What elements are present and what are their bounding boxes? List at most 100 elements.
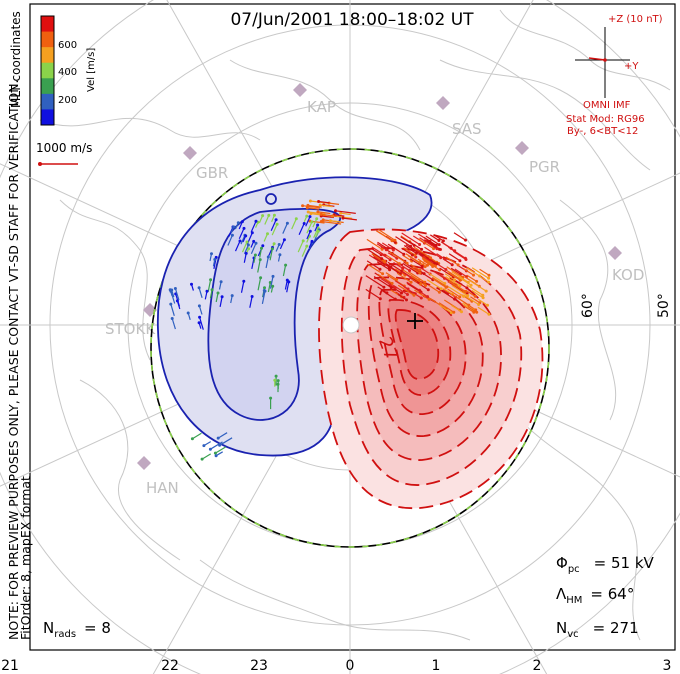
velocity-vector: [426, 239, 437, 247]
station-label-pgr: PGR: [529, 158, 560, 176]
velocity-vector-origin: [388, 268, 392, 272]
mlt-axis: 21 22 23 0 1 2 3: [1, 658, 671, 674]
velocity-vector-origin: [395, 278, 399, 281]
velocity-vector: [371, 248, 382, 256]
velocity-vector: [171, 318, 176, 330]
velocity-vector: [458, 276, 472, 286]
velocity-vector-origin: [419, 296, 423, 300]
velocity-vector: [394, 280, 409, 290]
velocity-vector-origin: [437, 243, 441, 247]
velocity-vector: [424, 246, 442, 259]
velocity-vector-origin: [213, 451, 217, 455]
velocity-vector-origin: [401, 266, 405, 270]
velocity-vector: [373, 275, 392, 289]
mlt-tick-21: 21: [1, 658, 19, 674]
velocity-vector-origin: [405, 298, 408, 302]
velocity-vector-origin: [197, 286, 201, 290]
velocity-vector: [403, 244, 417, 254]
velocity-vector-origin: [460, 310, 463, 314]
station-marker-sas: [436, 96, 450, 110]
velocity-vector: [451, 304, 462, 313]
velocity-vector: [330, 220, 342, 223]
velocity-vector: [261, 290, 266, 305]
velocity-vector-origin: [431, 278, 435, 282]
velocity-vector-origin: [484, 289, 488, 293]
velocity-vector: [387, 261, 403, 272]
velocity-vector-origin: [475, 310, 479, 314]
velocity-vector-origin: [464, 238, 467, 242]
velocity-vector-origin: [301, 239, 305, 243]
velocity-vector: [217, 432, 228, 439]
velocity-vector-origin: [254, 241, 258, 245]
velocity-vector: [417, 290, 428, 298]
velocity-vector-origin: [272, 242, 276, 246]
velocity-vector: [385, 272, 397, 281]
map-title: 07/Jun/2001 18:00–18:02 UT: [230, 10, 474, 30]
velocity-vector-origin: [400, 291, 403, 295]
velocity-vector-origin: [263, 286, 266, 290]
velocity-vector: [447, 288, 461, 298]
velocity-vector: [466, 267, 480, 277]
velocity-vector: [466, 284, 484, 296]
velocity-vector: [321, 220, 342, 225]
velocity-vector: [366, 263, 383, 275]
velocity-vector-origin: [378, 297, 382, 301]
velocity-vector: [334, 214, 345, 217]
velocity-vector-origin: [273, 378, 277, 382]
velocity-vector: [423, 259, 434, 268]
velocity-vector-origin: [267, 213, 271, 217]
velocity-vector: [284, 279, 288, 290]
velocity-vector-origin: [205, 289, 209, 293]
velocity-vector: [192, 432, 202, 440]
velocity-vector-origin: [277, 243, 281, 246]
velocity-vector: [377, 241, 388, 250]
velocity-vector-origin: [437, 239, 441, 242]
velocity-vector-origin: [384, 248, 388, 252]
velocity-vector-origin: [437, 247, 441, 251]
velocity-vector-origin: [452, 310, 456, 314]
velocity-vector: [381, 242, 394, 251]
velocity-vector: [444, 273, 455, 281]
velocity-vector-origin: [266, 232, 269, 236]
coordinate-system-label: MLT coordinates: [9, 11, 23, 108]
imf-y-label: +Y: [624, 61, 639, 72]
velocity-vector-origin: [305, 244, 309, 248]
velocity-vector: [417, 258, 428, 266]
velocity-vector-origin: [253, 253, 257, 257]
velocity-vector-origin: [310, 239, 314, 243]
velocity-vector: [376, 243, 387, 251]
velocity-vector-origin: [389, 286, 393, 290]
velocity-vector: [400, 236, 415, 246]
velocity-vector-origin: [487, 312, 491, 316]
velocity-vector: [446, 270, 462, 281]
station-label-sas: SAS: [452, 120, 482, 138]
velocity-vector: [470, 296, 481, 304]
dusk-convection-cell: [318, 228, 544, 509]
velocity-vector-origin: [220, 295, 224, 299]
velocity-vector: [170, 291, 176, 304]
velocity-vector-origin: [473, 294, 477, 298]
velocity-vector-origin: [477, 303, 481, 306]
reference-vector: 1000 m/s: [36, 141, 92, 166]
mlt-tick-1: 1: [432, 658, 441, 674]
velocity-vector: [422, 257, 436, 267]
velocity-vector: [238, 228, 245, 240]
velocity-vector: [302, 205, 320, 209]
velocity-vector: [318, 200, 330, 204]
velocity-vector-origin: [420, 264, 424, 268]
colorbar-swatch: [41, 78, 54, 95]
velocity-vector-origin: [317, 200, 321, 203]
velocity-vector-origin: [252, 239, 256, 243]
velocity-vector: [401, 271, 412, 279]
velocity-vector: [438, 302, 455, 313]
dusk-cell-maximum: [407, 313, 423, 329]
velocity-vector-origin: [465, 286, 469, 290]
velocity-vector-origin: [481, 296, 485, 300]
velocity-vector-origin: [481, 293, 485, 297]
imf-model: Stat Mod: RG96: [566, 114, 645, 125]
velocity-vector: [420, 252, 438, 265]
latitude-label-60: 60°: [580, 293, 596, 318]
velocity-vector: [271, 223, 278, 236]
velocity-vector: [394, 268, 406, 276]
